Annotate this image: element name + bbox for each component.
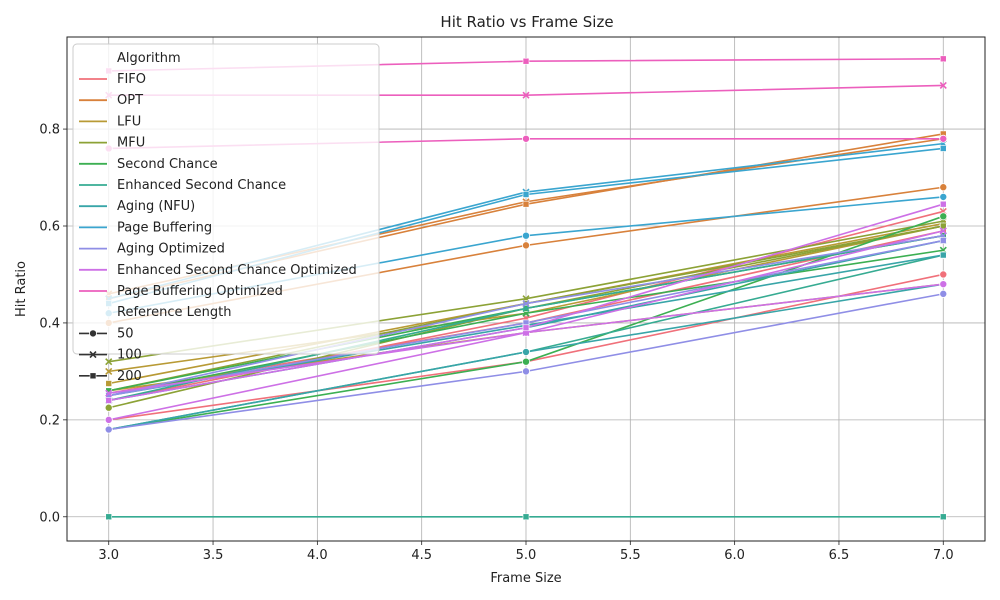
data-point-stroke (522, 91, 530, 99)
x-tick-label: 3.5 (203, 548, 224, 563)
x-tick-label: 6.0 (724, 548, 745, 563)
y-axis-ticks: 0.0 0.2 0.4 0.6 0.8 (39, 123, 67, 525)
data-point (522, 324, 530, 332)
x-tick-label: 3.0 (98, 548, 119, 563)
y-tick-label: 0.8 (39, 123, 60, 138)
legend-marker (89, 329, 98, 338)
legend-items: FIFO OPT LFU MFU Second Chance Enhanced Secon… (79, 72, 357, 384)
legend-entry: 100 (117, 348, 142, 363)
data-point (105, 367, 113, 375)
data-point (104, 425, 113, 434)
legend-entry: Aging (NFU) (117, 199, 195, 214)
legend-style-title: Reference Length (117, 305, 231, 320)
data-point (939, 270, 948, 279)
data-point (939, 289, 948, 298)
data-point (939, 134, 948, 143)
legend-entry: Enhanced Second Chance Optimized (117, 263, 357, 278)
legend-entry: Aging Optimized (117, 242, 225, 257)
y-axis-label: Hit Ratio (14, 261, 29, 317)
data-point (522, 200, 530, 208)
legend-entry: MFU (117, 136, 145, 151)
legend-marker (89, 372, 97, 380)
x-tick-label: 6.5 (829, 548, 850, 563)
legend: Algorithm FIFO OPT LFU MFU Second Chance Enha… (72, 43, 380, 384)
data-point (522, 347, 531, 356)
data-point (104, 415, 113, 424)
y-tick-label: 0.6 (39, 220, 60, 235)
data-point-stroke (939, 227, 947, 235)
data-point (522, 57, 530, 65)
x-tick-label: 4.5 (411, 548, 432, 563)
data-point (105, 358, 113, 366)
legend-entry: LFU (117, 114, 141, 129)
data-point-stroke (105, 367, 113, 375)
legend-entry: Enhanced Second Chance (117, 178, 286, 193)
series-line (105, 513, 947, 521)
data-point (522, 299, 530, 308)
data-point (939, 55, 947, 63)
data-point (105, 389, 113, 397)
data-point (105, 397, 113, 404)
legend-entry: Page Buffering Optimized (117, 284, 283, 299)
data-point (522, 191, 530, 198)
data-point (104, 403, 113, 412)
data-point (939, 513, 947, 521)
x-axis-ticks: 3.0 3.5 4.0 4.5 5.0 5.5 6.0 6.5 7.0 (98, 541, 954, 563)
legend-hue-title: Algorithm (117, 51, 181, 66)
x-tick-label: 4.0 (307, 548, 328, 563)
legend-entry: Page Buffering (117, 220, 212, 235)
series-line (104, 289, 948, 434)
series-line (105, 227, 947, 397)
data-point (939, 280, 948, 289)
y-tick-label: 0.2 (39, 413, 60, 428)
data-point (939, 81, 947, 90)
x-tick-label: 5.0 (516, 548, 537, 563)
data-point (522, 367, 531, 376)
data-point-stroke (105, 358, 113, 366)
y-tick-label: 0.4 (39, 316, 60, 331)
data-point (105, 380, 113, 387)
data-point (522, 134, 531, 143)
legend-marker (89, 351, 97, 359)
data-point (939, 212, 948, 221)
y-tick-label: 0.0 (39, 510, 60, 525)
x-axis-label: Frame Size (490, 571, 561, 586)
data-point (522, 241, 531, 250)
legend-entry: FIFO (117, 72, 146, 87)
data-point (522, 513, 530, 521)
legend-marker-stroke (89, 351, 97, 359)
legend-entry: 200 (117, 369, 142, 384)
data-point-stroke (105, 389, 113, 397)
data-point-stroke (939, 81, 947, 90)
data-point (105, 513, 113, 521)
legend-entry: 50 (117, 326, 134, 341)
data-point (939, 251, 947, 259)
data-point-stroke (522, 299, 530, 308)
data-point (522, 357, 531, 366)
data-point (939, 145, 947, 152)
data-point (939, 237, 947, 244)
legend-box (72, 43, 380, 355)
legend-entry: Second Chance (117, 157, 218, 172)
data-point (522, 231, 531, 240)
data-point (939, 192, 948, 201)
data-point (522, 91, 530, 99)
x-tick-label: 7.0 (933, 548, 954, 563)
series-line (105, 200, 947, 404)
data-point (939, 222, 947, 230)
data-point (939, 183, 948, 192)
data-point (939, 200, 947, 208)
x-tick-label: 5.5 (620, 548, 641, 563)
legend-entry: OPT (117, 93, 143, 108)
chart-title: Hit Ratio vs Frame Size (440, 13, 613, 31)
data-point (939, 227, 947, 235)
